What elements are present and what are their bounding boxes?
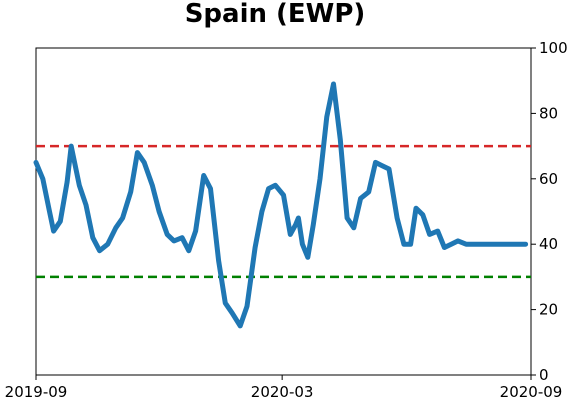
- y-tick-label: 60: [539, 170, 558, 188]
- y-tick-label: 40: [539, 235, 558, 253]
- x-tick-label: 2020-03: [251, 383, 314, 401]
- x-axis: 2019-09 2020-03 2020-09: [5, 375, 563, 401]
- y-tick-label: 20: [539, 301, 558, 319]
- series-lines: [33, 81, 529, 329]
- x-tick-label: 2020-09: [500, 383, 563, 401]
- y-tick-label: 80: [539, 104, 558, 122]
- chart-title: Spain (EWP): [185, 0, 366, 29]
- plot-frame: [35, 47, 532, 376]
- x-tick-label: 2019-09: [5, 383, 68, 401]
- y-tick-label: 100: [539, 39, 568, 57]
- y-tick-label: 0: [539, 366, 549, 384]
- series-line-0: [33, 81, 529, 329]
- threshold-lines: [36, 144, 531, 279]
- y-axis: 0 20 40 60 80 100: [531, 39, 568, 384]
